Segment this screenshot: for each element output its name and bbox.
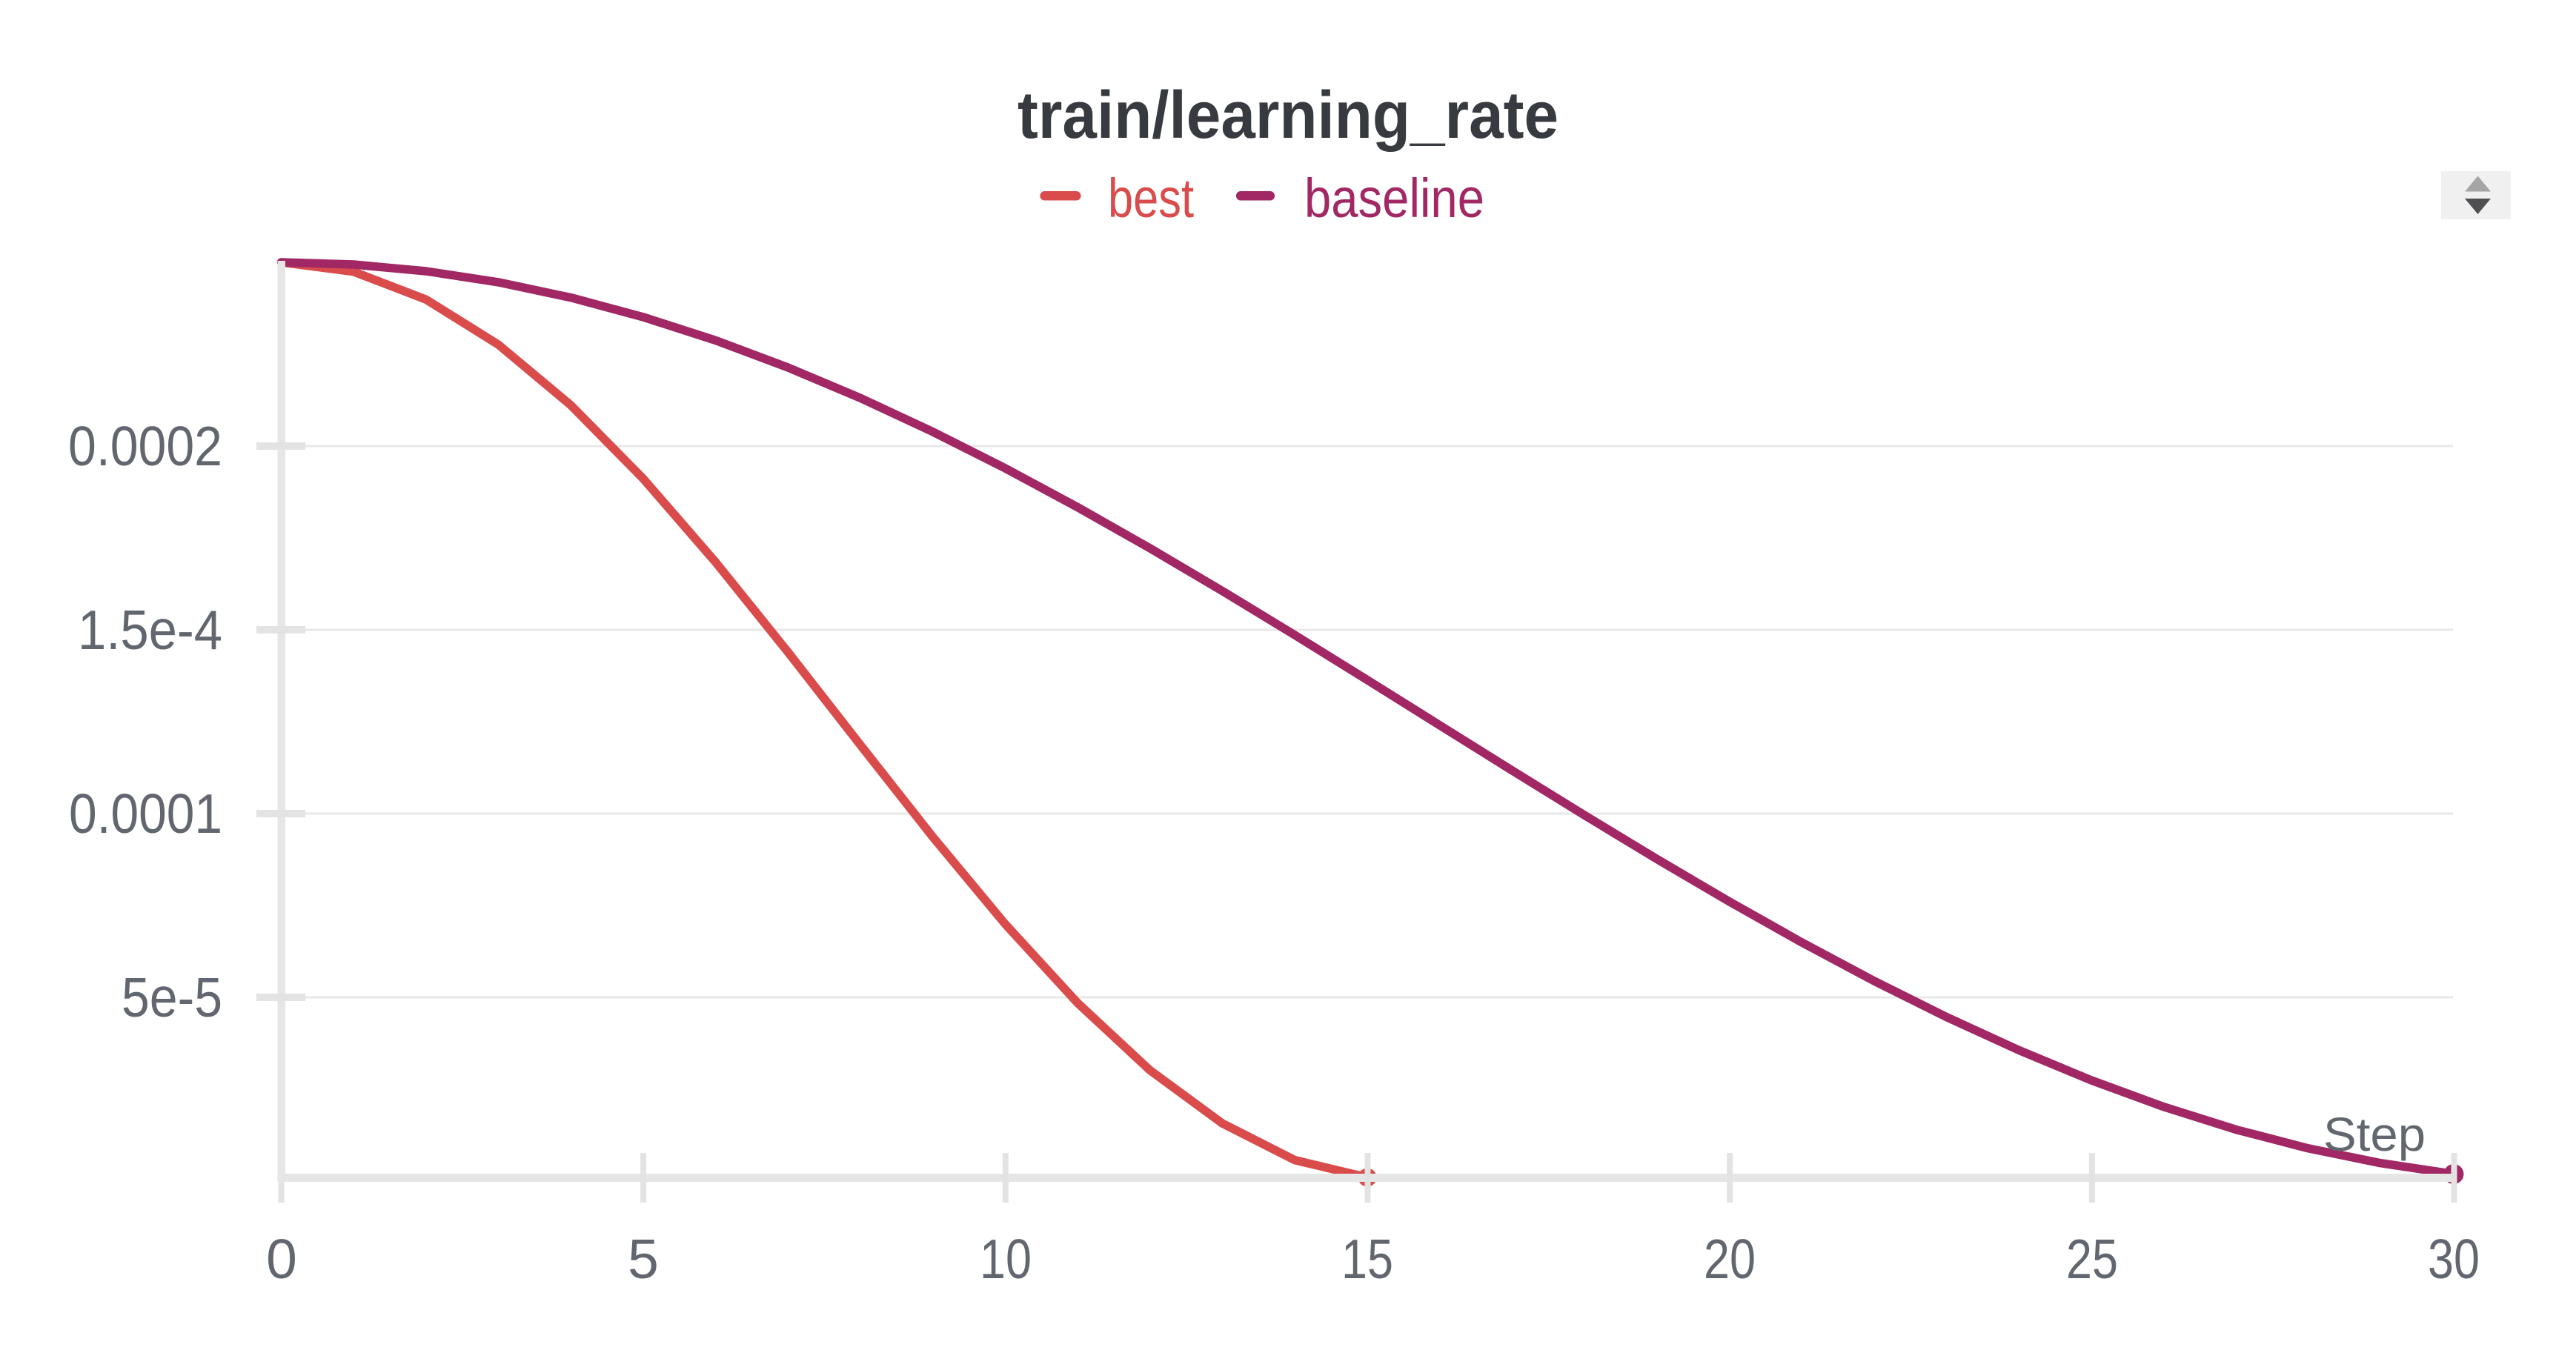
svg-text:train/learning_rate: train/learning_rate [1018, 79, 1558, 153]
svg-text:best: best [1108, 167, 1194, 229]
svg-text:15: 15 [1341, 1228, 1393, 1290]
svg-text:Step: Step [2323, 1108, 2426, 1161]
svg-text:1.5e-4: 1.5e-4 [78, 599, 222, 661]
svg-text:0: 0 [266, 1228, 297, 1290]
svg-text:baseline: baseline [1304, 167, 1484, 229]
svg-text:0.0002: 0.0002 [68, 415, 222, 477]
svg-text:25: 25 [2066, 1228, 2118, 1290]
svg-text:30: 30 [2428, 1228, 2480, 1290]
svg-text:0.0001: 0.0001 [69, 782, 222, 845]
svg-text:5e-5: 5e-5 [122, 966, 222, 1028]
svg-text:20: 20 [1704, 1228, 1756, 1290]
svg-text:10: 10 [980, 1228, 1032, 1290]
svg-text:5: 5 [628, 1228, 659, 1290]
